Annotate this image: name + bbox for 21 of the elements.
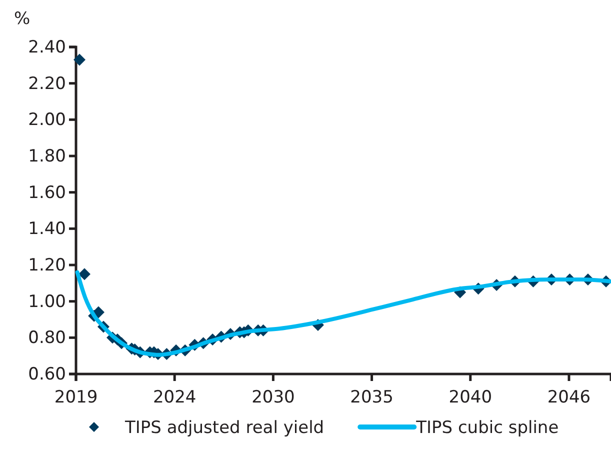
y-tick-label: 1.80 bbox=[28, 146, 66, 166]
point bbox=[74, 54, 86, 66]
x-tick-label: 2030 bbox=[252, 388, 295, 408]
point bbox=[78, 268, 90, 280]
y-tick-label: 1.40 bbox=[28, 219, 66, 240]
x-tick-label: 2019 bbox=[54, 388, 98, 408]
y-tick-label: 1.00 bbox=[28, 292, 66, 312]
y-tick-label: 0.60 bbox=[28, 364, 66, 384]
y-tick-label: 1.60 bbox=[28, 182, 66, 203]
y-tick-label: 2.40 bbox=[28, 37, 66, 58]
y-tick-label: 2.20 bbox=[28, 74, 66, 94]
y-tick-label: 2.00 bbox=[28, 110, 66, 130]
x-tick-label: 2046 bbox=[547, 388, 591, 408]
legend-label: TIPS cubic spline bbox=[415, 418, 559, 438]
x-tick-label: 2040 bbox=[448, 388, 492, 408]
y-tick-label: 0.80 bbox=[28, 328, 66, 348]
legend-label: TIPS adjusted real yield bbox=[124, 418, 324, 438]
x-tick-label: 2035 bbox=[350, 388, 394, 408]
y-tick-label: 1.20 bbox=[28, 255, 66, 276]
x-tick-label: 2024 bbox=[152, 388, 196, 408]
y-axis-title: % bbox=[14, 9, 30, 29]
